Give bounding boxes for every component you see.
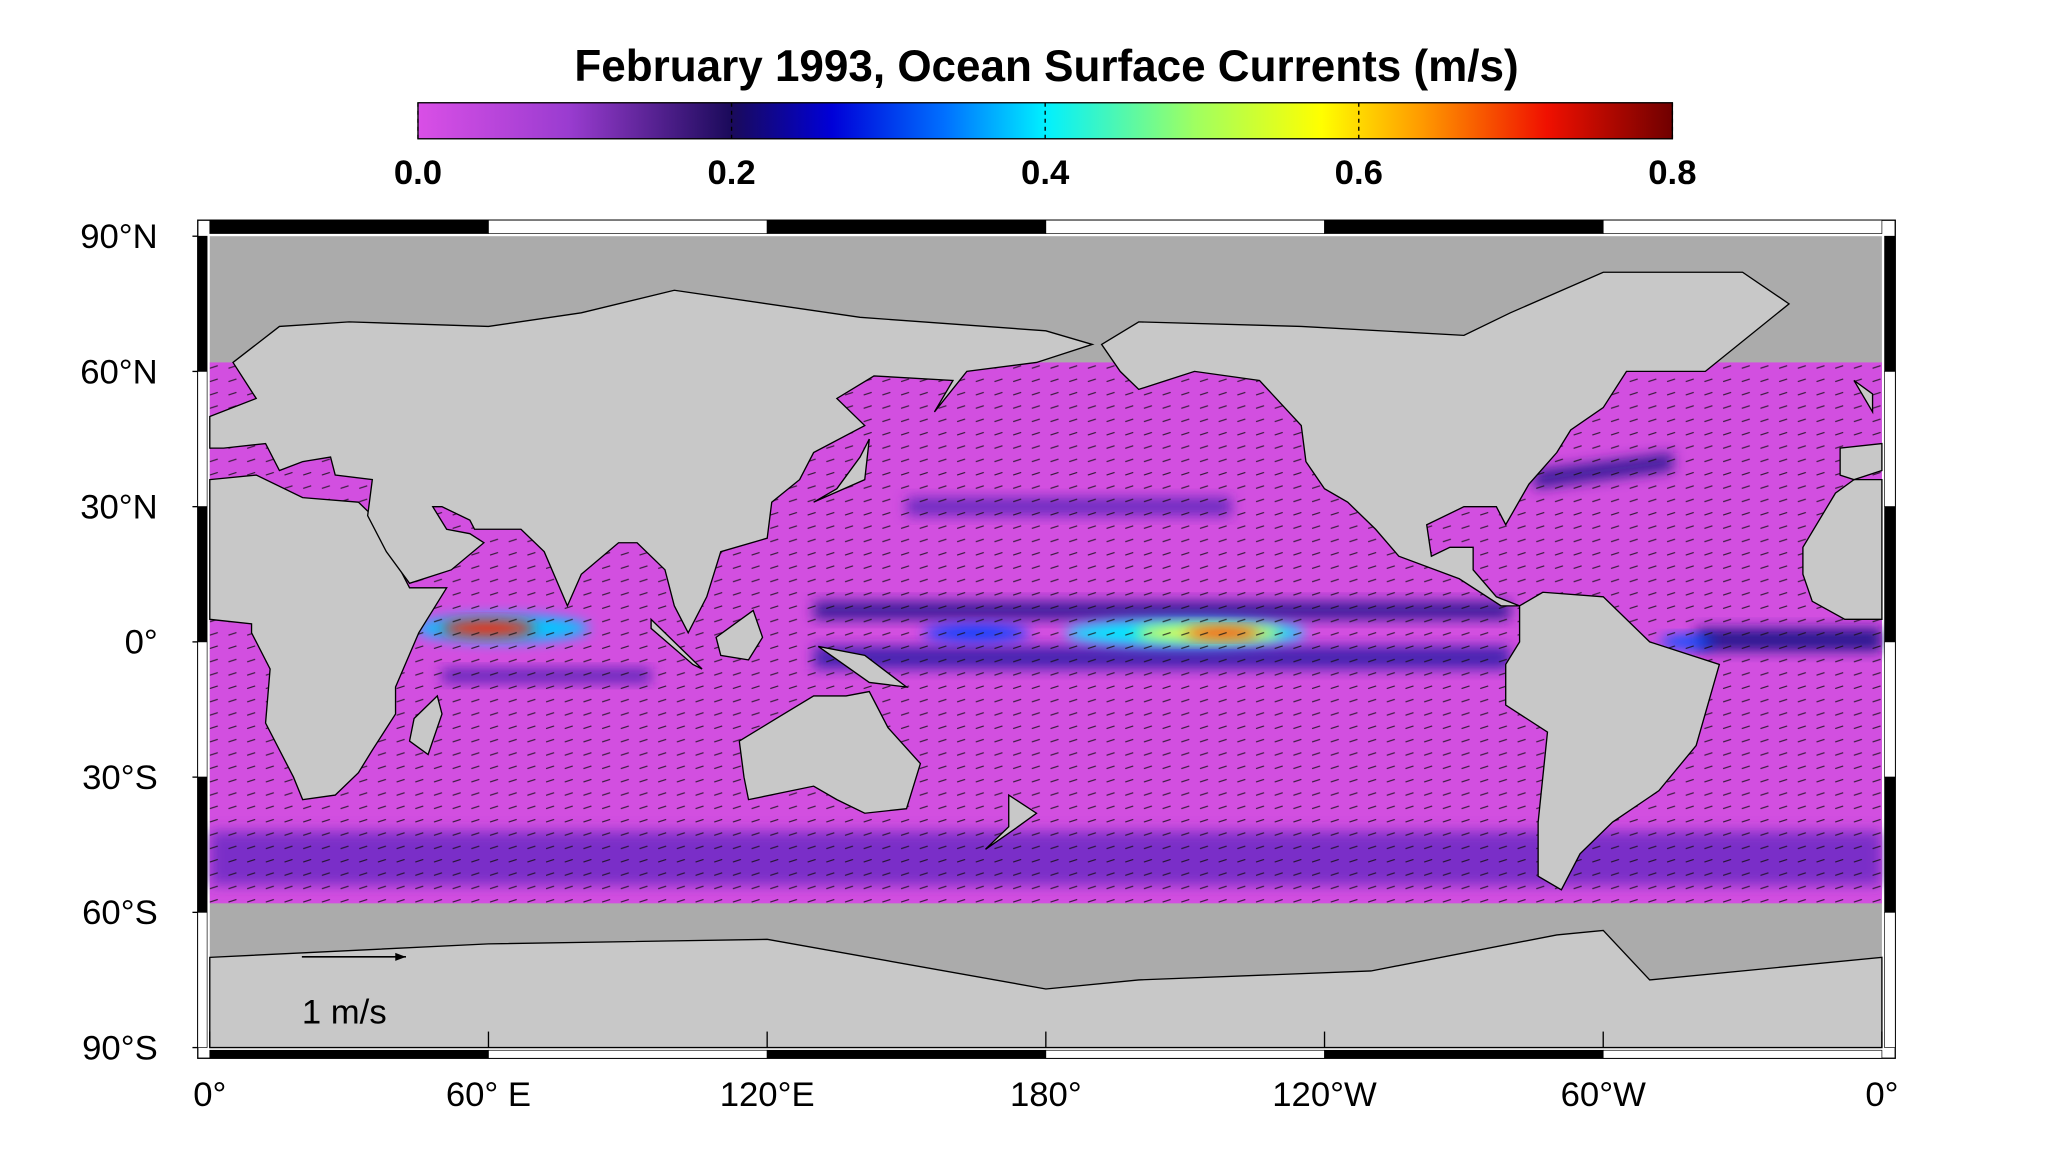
- lon-tick-label: 180°: [1010, 1076, 1082, 1114]
- land: [209, 474, 448, 801]
- land: [1853, 379, 1874, 415]
- frame-bar: [1602, 1049, 1883, 1059]
- colorbar-tick-label: 0.4: [1021, 154, 1070, 192]
- frame-bar: [197, 776, 208, 913]
- land: [715, 609, 764, 661]
- frame-bar: [1602, 219, 1883, 234]
- land: [1100, 271, 1791, 607]
- map: [209, 236, 1883, 1049]
- frame-bar: [209, 1049, 489, 1059]
- land: [209, 289, 1095, 635]
- frame-bar: [1045, 219, 1325, 234]
- frame-bar: [197, 641, 208, 778]
- land: [1839, 442, 1883, 481]
- frame-bar: [209, 219, 489, 234]
- colorbar-tick-label: 0.2: [707, 154, 755, 192]
- frame-bar: [197, 912, 208, 1048]
- frame-bar: [197, 235, 208, 372]
- frame-bar: [488, 219, 768, 234]
- land: [1505, 591, 1721, 891]
- colorbar-tick-label: 0.8: [1648, 154, 1696, 192]
- frame-bar: [1884, 641, 1896, 778]
- lon-tick-label: 60° E: [446, 1076, 531, 1114]
- scale-label: 1 m/s: [302, 993, 387, 1031]
- lat-tick-label: 0°: [125, 624, 158, 662]
- overlay: 90°N 60°N 30°N 0° 30°S 60°S 90°S 0° 60° E 120°E 18…: [80, 102, 1898, 1114]
- title: February 1993, Ocean Surface Currents (m…: [574, 42, 1518, 91]
- frame-bar: [197, 506, 208, 643]
- lon-tick-label: 0°: [193, 1076, 226, 1114]
- land: [1802, 478, 1883, 621]
- lat-tick-label: 90°S: [82, 1029, 158, 1067]
- lon-tick-label: 120°E: [720, 1076, 815, 1114]
- lat-tick-label: 90°N: [80, 218, 158, 256]
- land: [817, 645, 909, 688]
- frame-bar: [1884, 235, 1896, 372]
- lon-tick-label: 0°: [1865, 1076, 1898, 1114]
- frame-bar: [488, 1049, 768, 1059]
- lat-tick-label: 60°N: [80, 353, 158, 391]
- colorbar-tick-label: 0.6: [1335, 154, 1383, 192]
- land: [985, 793, 1038, 850]
- land: [813, 438, 870, 503]
- scale-arrowhead: [395, 952, 406, 961]
- frame-bar: [766, 1049, 1047, 1059]
- lat-tick-label: 30°N: [80, 488, 158, 526]
- frame-bar: [1884, 371, 1896, 507]
- land: [408, 694, 443, 756]
- frame-bar: [1045, 1049, 1325, 1059]
- frame-bar: [1884, 776, 1896, 913]
- lat-tick-label: 30°S: [82, 759, 158, 797]
- frame-bar: [766, 219, 1047, 234]
- land: [738, 690, 922, 814]
- frame-bar: [1884, 912, 1896, 1048]
- frame-bar: [1324, 219, 1604, 234]
- frame-bar: [1324, 1049, 1604, 1059]
- land: [650, 617, 703, 670]
- lon-tick-label: 60°W: [1561, 1076, 1646, 1114]
- frame-bar: [1884, 506, 1896, 643]
- lon-tick-label: 120°W: [1272, 1076, 1377, 1114]
- lat-tick-label: 60°S: [82, 894, 158, 932]
- frame-bar: [197, 371, 208, 507]
- colorbar-tick-label: 0.0: [394, 154, 442, 192]
